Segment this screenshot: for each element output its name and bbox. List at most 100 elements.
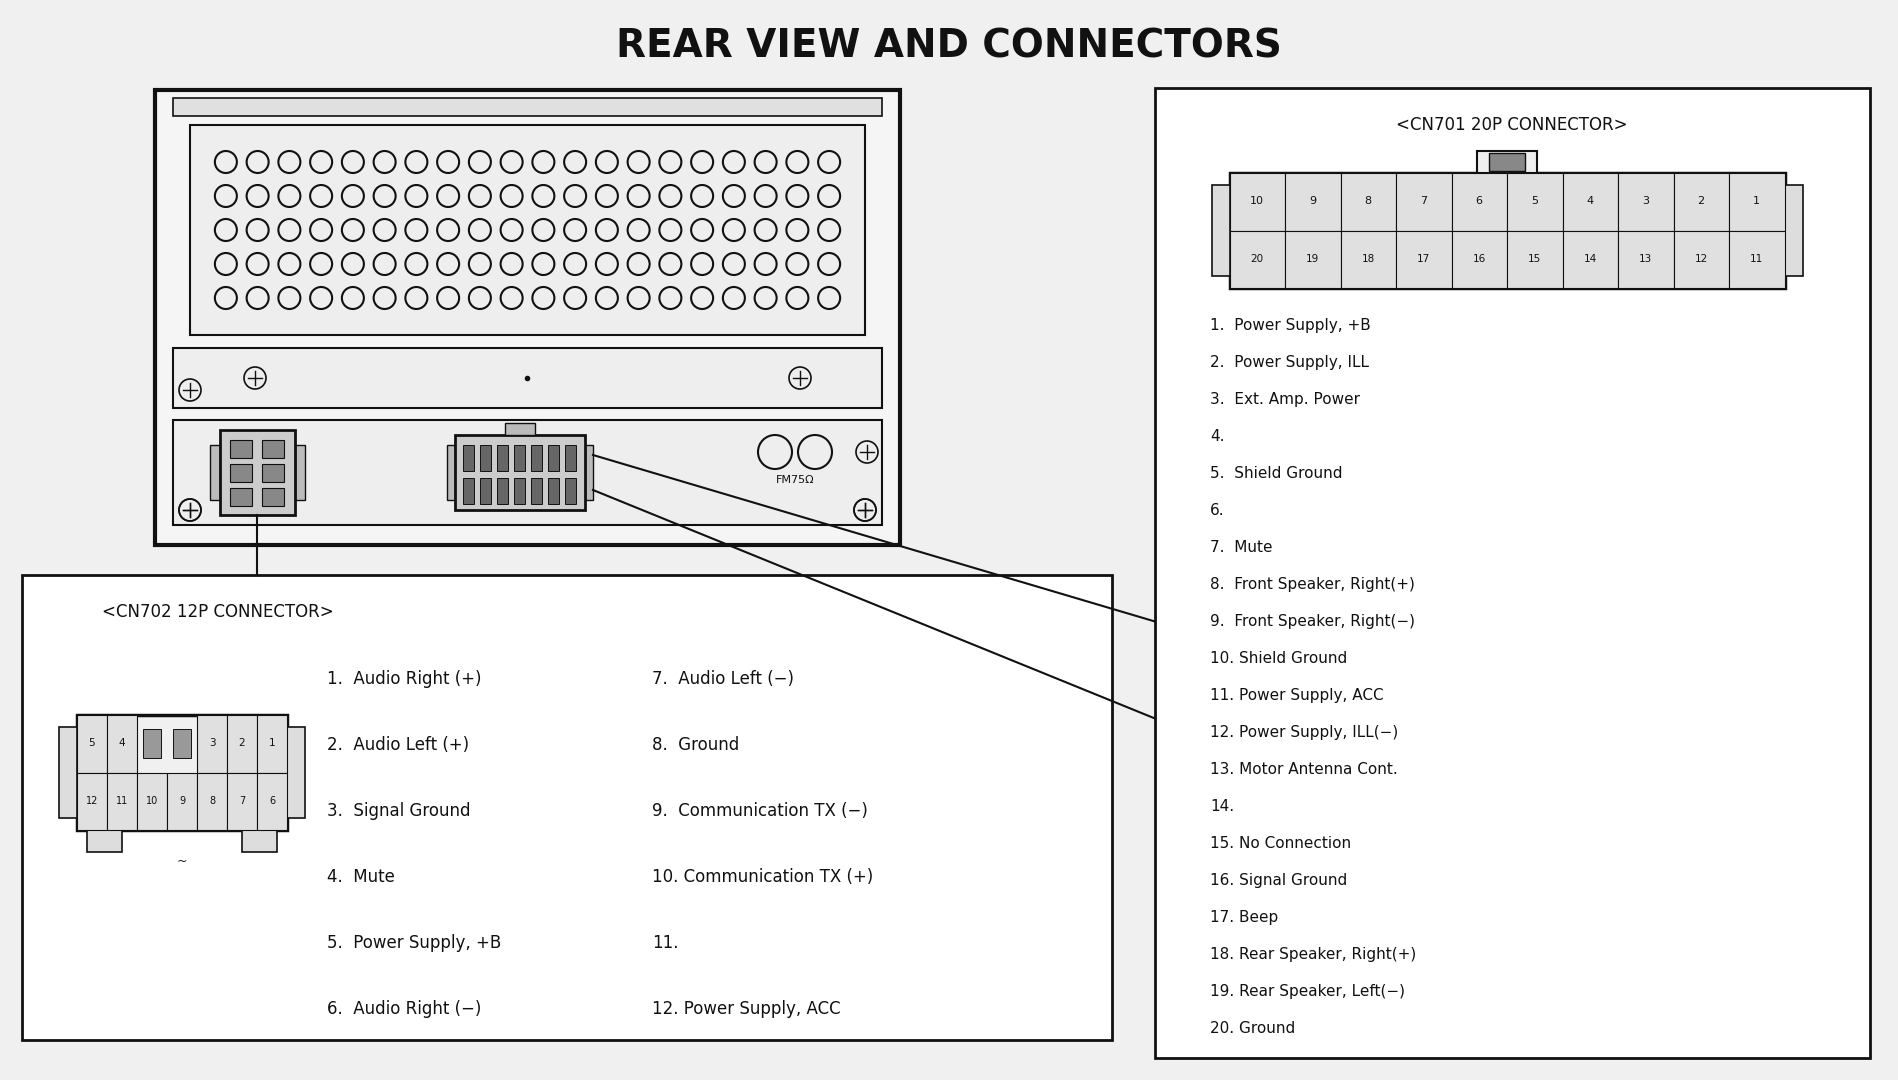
- Bar: [1729, 230, 1784, 288]
- Bar: [1154, 87, 1870, 1058]
- Bar: [480, 445, 492, 471]
- Text: 7.  Audio Left (−): 7. Audio Left (−): [651, 670, 793, 688]
- Text: 11. Power Supply, ACC: 11. Power Supply, ACC: [1209, 688, 1384, 703]
- Text: 3: 3: [209, 738, 214, 748]
- Text: 16: 16: [1471, 254, 1484, 264]
- Bar: [78, 715, 106, 772]
- Text: 7: 7: [239, 796, 245, 806]
- Text: <CN701 20P CONNECTOR>: <CN701 20P CONNECTOR>: [1395, 116, 1627, 134]
- Text: 15. No Connection: 15. No Connection: [1209, 836, 1349, 851]
- Text: 20. Ground: 20. Ground: [1209, 1021, 1294, 1036]
- Text: 12: 12: [1693, 254, 1706, 264]
- Bar: [23, 575, 1112, 1040]
- Bar: [1617, 230, 1674, 288]
- Bar: [190, 125, 865, 335]
- Bar: [220, 430, 294, 515]
- Text: 1: 1: [1752, 195, 1759, 206]
- Text: 4.  Mute: 4. Mute: [326, 868, 395, 886]
- Bar: [1507, 173, 1562, 230]
- Bar: [197, 772, 228, 831]
- Text: <CN702 12P CONNECTOR>: <CN702 12P CONNECTOR>: [102, 603, 334, 621]
- Bar: [1477, 151, 1535, 173]
- Text: 9.  Front Speaker, Right(−): 9. Front Speaker, Right(−): [1209, 615, 1414, 629]
- Text: 11: 11: [1748, 254, 1761, 264]
- Bar: [1211, 185, 1230, 276]
- Text: 9: 9: [1308, 195, 1315, 206]
- Bar: [1674, 230, 1729, 288]
- Bar: [1729, 173, 1784, 230]
- Bar: [1395, 230, 1452, 288]
- Bar: [294, 445, 306, 500]
- Text: 10. Communication TX (+): 10. Communication TX (+): [651, 868, 873, 886]
- Bar: [566, 478, 575, 504]
- Text: 10: 10: [1249, 195, 1264, 206]
- Bar: [514, 478, 524, 504]
- Bar: [197, 715, 228, 772]
- Text: 14: 14: [1583, 254, 1596, 264]
- Bar: [256, 715, 287, 772]
- Bar: [1395, 173, 1452, 230]
- Text: 11.: 11.: [651, 934, 678, 951]
- Text: 7: 7: [1420, 195, 1425, 206]
- Text: 5.  Shield Ground: 5. Shield Ground: [1209, 465, 1342, 481]
- Bar: [262, 488, 285, 507]
- Text: 15: 15: [1528, 254, 1541, 264]
- Bar: [514, 445, 524, 471]
- Text: 2.  Audio Left (+): 2. Audio Left (+): [326, 735, 469, 754]
- Text: 19. Rear Speaker, Left(−): 19. Rear Speaker, Left(−): [1209, 984, 1405, 999]
- Bar: [456, 435, 585, 510]
- Bar: [1340, 230, 1395, 288]
- Bar: [87, 831, 121, 852]
- Text: 17: 17: [1416, 254, 1429, 264]
- Bar: [1507, 230, 1562, 288]
- Bar: [262, 464, 285, 482]
- Bar: [566, 445, 575, 471]
- Text: 1: 1: [268, 738, 275, 748]
- Text: 16. Signal Ground: 16. Signal Ground: [1209, 873, 1346, 888]
- Bar: [211, 445, 220, 500]
- Bar: [1285, 173, 1340, 230]
- Bar: [505, 423, 535, 435]
- Text: 18: 18: [1361, 254, 1374, 264]
- Bar: [167, 772, 197, 831]
- Text: 10. Shield Ground: 10. Shield Ground: [1209, 651, 1346, 666]
- Text: 12. Power Supply, ILL(−): 12. Power Supply, ILL(−): [1209, 725, 1397, 740]
- Bar: [1230, 173, 1285, 230]
- Bar: [106, 772, 137, 831]
- Text: 3: 3: [1642, 195, 1647, 206]
- Bar: [585, 445, 592, 500]
- Text: 4.: 4.: [1209, 429, 1224, 444]
- Bar: [173, 420, 881, 525]
- Text: 3.  Signal Ground: 3. Signal Ground: [326, 802, 471, 820]
- Bar: [1674, 173, 1729, 230]
- Text: 13. Motor Antenna Cont.: 13. Motor Antenna Cont.: [1209, 762, 1397, 777]
- Bar: [228, 772, 256, 831]
- Bar: [59, 727, 78, 818]
- Text: 8: 8: [1365, 195, 1370, 206]
- Text: 5: 5: [89, 738, 95, 748]
- Text: 6.  Audio Right (−): 6. Audio Right (−): [326, 1000, 480, 1018]
- Bar: [173, 98, 881, 116]
- Text: 3.  Ext. Amp. Power: 3. Ext. Amp. Power: [1209, 392, 1359, 407]
- Bar: [1562, 173, 1617, 230]
- Bar: [1617, 173, 1674, 230]
- Text: 2: 2: [1697, 195, 1704, 206]
- Text: REAR VIEW AND CONNECTORS: REAR VIEW AND CONNECTORS: [615, 28, 1281, 66]
- Bar: [446, 445, 456, 500]
- Text: 6: 6: [270, 796, 275, 806]
- Text: 12. Power Supply, ACC: 12. Power Supply, ACC: [651, 1000, 841, 1018]
- Bar: [228, 715, 256, 772]
- Bar: [137, 772, 167, 831]
- Bar: [230, 488, 252, 507]
- Text: 12: 12: [85, 796, 99, 806]
- Bar: [480, 478, 492, 504]
- Bar: [1488, 153, 1524, 171]
- Text: 17. Beep: 17. Beep: [1209, 910, 1277, 924]
- Bar: [1230, 173, 1784, 288]
- Bar: [173, 348, 881, 408]
- Text: 13: 13: [1638, 254, 1651, 264]
- Text: 5.  Power Supply, +B: 5. Power Supply, +B: [326, 934, 501, 951]
- Text: 4: 4: [1585, 195, 1592, 206]
- Bar: [262, 440, 285, 458]
- Text: 9: 9: [178, 796, 184, 806]
